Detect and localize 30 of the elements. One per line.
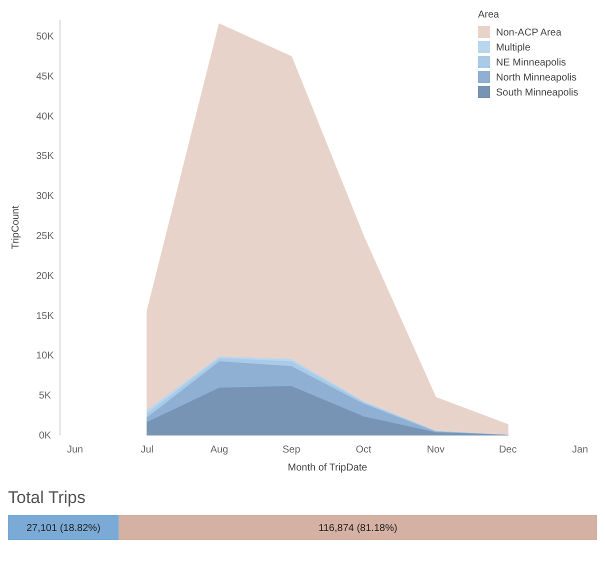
x-tick-label: Sep (282, 444, 301, 456)
x-tick-label: Aug (210, 444, 228, 456)
y-tick-label: 15K (36, 310, 54, 322)
legend-label: North Minneapolis (496, 72, 577, 84)
legend-label: Multiple (496, 42, 531, 54)
y-axis-title: TripCount (10, 206, 22, 250)
y-tick-label: 10K (36, 350, 54, 362)
y-tick-label: 50K (36, 31, 54, 42)
data-label: 116,874 (81.18%) (318, 523, 398, 534)
x-tick-label: Jun (66, 444, 84, 456)
x-tick-label: Nov (426, 444, 445, 456)
data-label: 27,101 (18.82%) (26, 523, 100, 534)
x-tick-label: Dec (498, 444, 517, 456)
y-tick-label: 25K (36, 230, 54, 242)
y-tick-label: 0K (38, 430, 52, 442)
legend-label: South Minneapolis (496, 88, 578, 98)
x-tick-label: Oct (356, 444, 372, 456)
y-tick-label: 30K (36, 191, 54, 202)
legend-label: Non-ACP Area (496, 28, 562, 38)
legend-title: Area (478, 10, 500, 20)
x-tick-label: Jan (572, 444, 588, 456)
legend-label: NE Minneapolis (496, 58, 566, 68)
y-tick-label: 45K (36, 71, 54, 82)
y-tick-label: 20K (36, 270, 54, 282)
y-tick-label: 35K (36, 151, 54, 162)
chart-title: Total Trips (8, 488, 86, 507)
y-tick-label: 40K (36, 111, 54, 122)
x-axis-title: Month of TripDate (288, 462, 368, 474)
y-tick-label: 5K (38, 390, 52, 402)
x-tick-label: Jul (140, 444, 154, 456)
